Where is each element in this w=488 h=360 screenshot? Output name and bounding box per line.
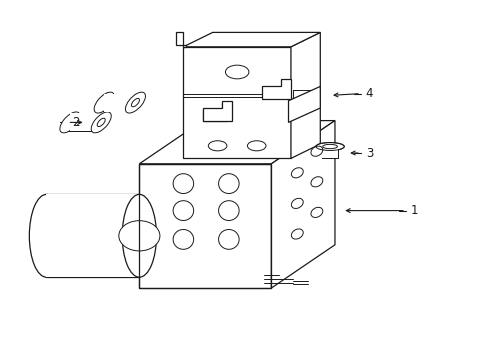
Polygon shape <box>288 86 320 122</box>
Ellipse shape <box>218 174 239 194</box>
Ellipse shape <box>218 230 239 249</box>
Polygon shape <box>261 79 290 99</box>
Ellipse shape <box>310 146 322 156</box>
Text: 2: 2 <box>72 116 80 129</box>
Text: 3: 3 <box>365 147 372 159</box>
Ellipse shape <box>310 177 322 187</box>
Ellipse shape <box>29 194 63 277</box>
Ellipse shape <box>247 141 265 151</box>
Ellipse shape <box>125 92 145 113</box>
Ellipse shape <box>91 112 111 133</box>
Polygon shape <box>271 121 334 288</box>
Polygon shape <box>290 32 320 158</box>
Ellipse shape <box>218 201 239 220</box>
Ellipse shape <box>97 118 105 127</box>
Ellipse shape <box>173 174 193 194</box>
Ellipse shape <box>208 141 226 151</box>
Ellipse shape <box>225 65 248 79</box>
Ellipse shape <box>173 201 193 220</box>
Text: 4: 4 <box>365 87 372 100</box>
Polygon shape <box>203 103 227 121</box>
Circle shape <box>119 221 160 251</box>
Ellipse shape <box>131 98 139 107</box>
Polygon shape <box>139 164 271 288</box>
Ellipse shape <box>322 144 337 149</box>
Polygon shape <box>183 47 290 158</box>
Ellipse shape <box>94 92 114 113</box>
Ellipse shape <box>291 168 303 178</box>
Ellipse shape <box>291 198 303 208</box>
Ellipse shape <box>173 230 193 249</box>
Ellipse shape <box>122 194 156 277</box>
FancyBboxPatch shape <box>70 113 101 131</box>
Polygon shape <box>183 32 320 47</box>
Bar <box>46 194 139 277</box>
Bar <box>322 147 337 158</box>
Ellipse shape <box>310 207 322 217</box>
Polygon shape <box>139 121 334 164</box>
Polygon shape <box>176 32 185 47</box>
Ellipse shape <box>291 229 303 239</box>
Ellipse shape <box>315 143 344 150</box>
Ellipse shape <box>60 112 80 133</box>
Polygon shape <box>203 101 232 121</box>
FancyBboxPatch shape <box>104 94 135 112</box>
Text: 1: 1 <box>410 204 417 217</box>
